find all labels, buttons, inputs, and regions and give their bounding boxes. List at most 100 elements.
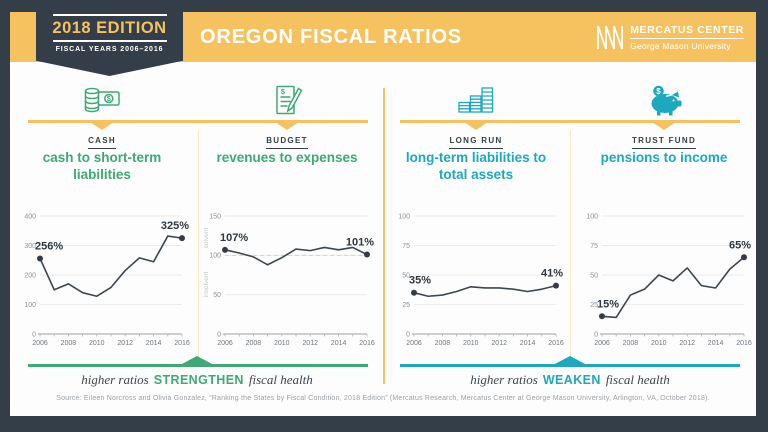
column-cash: $ CASH cash to short-term liabilities 0 1… [14,62,190,416]
svg-text:2016: 2016 [736,340,752,347]
edition-badge: 2018 EDITION FISCAL YEARS 2006–2016 [36,0,183,76]
svg-text:101%: 101% [346,237,374,249]
column-divider-right [570,130,571,356]
column-longrun: LONG RUN long-term liabilities to total … [388,62,564,416]
svg-text:2010: 2010 [651,340,667,347]
svg-text:insolvent: insolvent [203,271,210,297]
svg-text:2008: 2008 [435,340,451,347]
svg-text:15%: 15% [597,298,619,310]
svg-text:107%: 107% [220,232,248,244]
svg-text:41%: 41% [541,268,563,280]
svg-text:35%: 35% [409,275,431,287]
logo-name: MERCATUS CENTER [630,24,744,39]
svg-text:300: 300 [24,243,36,250]
svg-text:2016: 2016 [174,340,190,347]
svg-text:0: 0 [406,331,410,338]
badge-rule-top [52,14,167,16]
chart-revenues-to-expenses: 0 50 100 150 solvent insolvent 2006 2008 2010 201… [203,213,375,347]
edition-title: 2018 EDITION [52,19,167,37]
svg-text:25: 25 [402,302,410,309]
svg-text:2016: 2016 [359,340,375,347]
legend-post: fiscal health [605,372,670,387]
gold-pointer-cash [90,122,114,130]
category-label-cash: CASH [14,130,190,149]
legend-word-weaken: WEAKEN [542,373,601,387]
svg-text:75: 75 [590,243,598,250]
svg-text:$: $ [656,87,661,96]
mercatus-logo-icon [597,25,624,50]
ratio-title-trustfund: pensions to income [600,150,728,165]
gold-pointer-budget [275,122,299,130]
category-label-longrun: LONG RUN [388,130,564,149]
category-label-budget: BUDGET [199,130,375,149]
svg-text:100: 100 [586,213,598,220]
svg-text:2012: 2012 [117,340,133,347]
svg-text:2016: 2016 [548,340,564,347]
svg-text:0: 0 [217,331,221,338]
page-title: OREGON FISCAL RATIOS [200,25,462,48]
svg-text:2008: 2008 [623,340,639,347]
gold-pointer-longrun [464,122,488,130]
chart-cash-to-short-term-liabilities: 0 100 200 300 400 2006 2008 2010 2012 2014 2016 256… [24,213,190,347]
column-divider-left [198,130,199,356]
svg-text:2006: 2006 [217,340,233,347]
weaken-pointer [553,355,587,365]
svg-text:2010: 2010 [89,340,105,347]
svg-text:75: 75 [402,243,410,250]
svg-text:325%: 325% [161,220,189,232]
legend-word-strengthen: STRENGTHEN [153,373,244,387]
svg-text:150: 150 [209,213,221,220]
center-divider [383,88,385,384]
svg-text:2014: 2014 [146,340,162,347]
ratio-title-budget: revenues to expenses [216,150,358,165]
strengthen-pointer [180,355,214,365]
svg-text:2008: 2008 [246,340,262,347]
svg-text:2010: 2010 [463,340,479,347]
svg-text:2006: 2006 [406,340,422,347]
svg-text:$: $ [107,96,111,103]
svg-text:0: 0 [594,331,598,338]
mercatus-logo: MERCATUS CENTER George Mason University [597,12,744,62]
logo-subtitle: George Mason University [630,40,731,51]
svg-text:2012: 2012 [302,340,318,347]
svg-text:25: 25 [590,302,598,309]
strengthen-rule [28,364,368,367]
svg-text:2012: 2012 [679,340,695,347]
chart-pensions-to-income: 0 25 50 75 100 2006 2008 2010 2012 2014 2016 15% 65% [586,213,752,347]
svg-text:2006: 2006 [594,340,610,347]
gold-pointer-trustfund [652,122,676,130]
svg-text:0: 0 [32,331,36,338]
column-budget: $ BUDGET revenues to expenses 0 50 100 150 s… [199,62,375,416]
svg-text:solvent: solvent [203,228,210,249]
svg-text:50: 50 [213,292,221,299]
svg-text:256%: 256% [35,240,63,252]
legend-pre: higher ratios [81,372,149,387]
ratio-title-cash: cash to short-term liabilities [42,150,162,182]
chart-longterm-liabilities-to-total-assets: 0 25 50 75 100 2006 2008 2010 2012 2014 2016 35% 41% [398,213,564,347]
svg-text:400: 400 [24,213,36,220]
mercatus-logo-text: MERCATUS CENTER George Mason University [630,24,744,51]
legend-pre: higher ratios [470,372,538,387]
trust-fund-icon: $ [576,84,752,116]
strengthen-legend: higher ratios STRENGTHEN fiscal health [10,371,384,389]
weaken-legend: higher ratios WEAKEN fiscal health [384,371,756,389]
legend-post: fiscal health [248,372,313,387]
svg-text:2014: 2014 [520,340,536,347]
svg-text:50: 50 [590,272,598,279]
svg-text:50: 50 [402,272,410,279]
gold-rule-right [400,120,740,123]
long-run-icon [388,84,564,114]
budget-icon: $ [199,84,375,116]
svg-text:2014: 2014 [331,340,347,347]
category-label-trustfund: TRUST FUND [576,130,752,149]
svg-text:100: 100 [24,302,36,309]
gold-rule-left [28,120,368,123]
svg-text:2012: 2012 [491,340,507,347]
source-citation: Source: Eileen Norcross and Olivia Gonza… [56,395,710,402]
svg-text:2010: 2010 [274,340,290,347]
svg-text:100: 100 [398,213,410,220]
svg-text:2006: 2006 [32,340,48,347]
weaken-rule [400,364,740,367]
badge-rule-bottom [52,40,167,42]
